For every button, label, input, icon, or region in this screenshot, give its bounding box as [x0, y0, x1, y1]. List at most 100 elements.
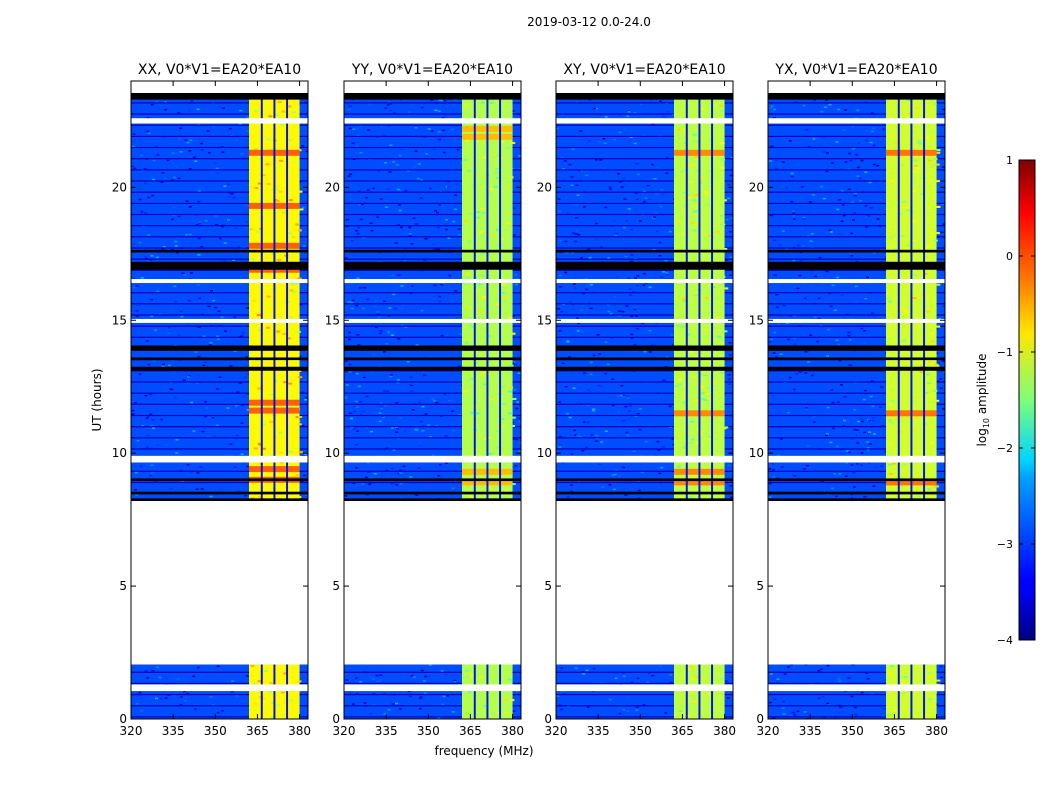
heatmap-stripe: [131, 481, 308, 484]
heatmap-noise: [637, 497, 641, 499]
heatmap-noise: [564, 386, 568, 388]
heatmap-noise: [786, 322, 789, 324]
band-noise: [702, 388, 707, 391]
band-noise: [298, 190, 303, 193]
heatmap-noise: [724, 680, 728, 682]
heatmap-noise: [865, 672, 869, 674]
band-noise: [899, 485, 904, 488]
band-noise: [895, 418, 899, 421]
heatmap-noise: [620, 713, 624, 715]
heatmap-noise: [385, 469, 389, 472]
heatmap-noise: [865, 139, 868, 142]
heatmap-noise: [666, 156, 669, 159]
heatmap-noise: [942, 166, 945, 168]
heatmap-noise: [636, 173, 640, 176]
heatmap-stripe: [768, 314, 945, 316]
heatmap-noise: [440, 283, 444, 286]
heatmap-noise: [820, 480, 824, 483]
heatmap-noise: [389, 109, 393, 112]
band-noise: [294, 164, 299, 167]
heatmap-noise: [172, 694, 176, 697]
heatmap-noise: [386, 332, 390, 334]
panel-title: XX, V0*V1=EA20*EA10: [138, 62, 301, 78]
heatmap-noise: [153, 315, 157, 317]
heatmap-noise: [651, 674, 655, 677]
heatmap-noise: [884, 324, 888, 326]
heatmap-noise: [855, 429, 859, 431]
heatmap-noise: [838, 473, 842, 475]
heatmap-noise: [184, 139, 188, 141]
dark-row: [344, 345, 521, 351]
heatmap-noise: [181, 700, 185, 702]
heatmap-noise: [150, 464, 154, 466]
heatmap-stripe: [768, 448, 945, 450]
heatmap-noise: [164, 444, 168, 446]
heatmap-noise: [772, 476, 776, 478]
heatmap-noise: [639, 463, 643, 465]
heatmap-noise: [434, 109, 438, 111]
heatmap-noise: [565, 251, 569, 254]
band-noise: [692, 229, 697, 232]
heatmap-noise: [820, 185, 824, 188]
band-noise: [892, 134, 897, 137]
heatmap-noise: [826, 394, 830, 396]
band-noise: [886, 297, 891, 300]
band-noise: [499, 385, 504, 388]
heatmap-noise: [622, 177, 626, 180]
heatmap-noise: [376, 311, 380, 313]
heatmap-stripe: [344, 258, 521, 260]
heatmap-noise: [298, 303, 302, 306]
heatmap-noise: [406, 361, 410, 363]
heatmap-noise: [362, 307, 365, 310]
heatmap-stripe: [131, 414, 308, 417]
band-noise: [474, 350, 478, 353]
heatmap-noise: [239, 335, 243, 338]
heatmap-noise: [565, 413, 569, 415]
heatmap-noise: [144, 670, 148, 672]
heatmap-stripe: [556, 191, 733, 193]
heatmap-noise: [435, 136, 439, 139]
band-noise: [692, 695, 697, 698]
heatmap-noise: [398, 189, 402, 192]
heatmap-noise: [780, 679, 784, 682]
band-noise: [927, 488, 932, 491]
heatmap-noise: [247, 275, 250, 277]
band-noise: [928, 676, 933, 678]
heatmap-noise: [831, 162, 835, 164]
heatmap-noise: [801, 186, 804, 188]
x-tick-label: 320: [120, 724, 143, 738]
panel-frame: [555, 80, 734, 720]
band-noise: [927, 672, 932, 675]
heatmap-noise: [197, 200, 201, 203]
heatmap-noise: [609, 188, 612, 190]
band-noise: [481, 274, 486, 277]
heatmap-noise: [197, 190, 201, 192]
heatmap-noise: [648, 351, 652, 353]
band-noise: [502, 698, 507, 701]
heatmap-stripe: [131, 303, 308, 305]
heatmap-noise: [606, 389, 610, 391]
heatmap-noise: [408, 233, 412, 235]
band-noise: [279, 461, 284, 464]
heatmap-noise: [139, 309, 143, 312]
band-noise: [676, 220, 681, 223]
heatmap-noise: [301, 391, 305, 394]
heatmap-noise: [408, 235, 412, 237]
heatmap-noise: [443, 99, 447, 102]
heatmap-noise: [939, 387, 943, 389]
heatmap-noise: [355, 400, 359, 403]
heatmap-noise: [377, 170, 381, 172]
heatmap-noise: [840, 220, 844, 223]
heatmap-noise: [563, 160, 567, 162]
band-noise: [683, 129, 688, 132]
heatmap-noise: [356, 334, 360, 336]
heatmap-noise: [379, 330, 383, 332]
band-noise: [674, 304, 679, 306]
heatmap-noise: [355, 693, 359, 695]
heatmap-noise: [439, 190, 442, 193]
no-data-region: [556, 81, 733, 93]
heatmap-noise: [352, 253, 356, 256]
heatmap-noise: [935, 352, 939, 354]
band-noise: [257, 462, 262, 465]
heatmap-noise: [577, 322, 581, 325]
